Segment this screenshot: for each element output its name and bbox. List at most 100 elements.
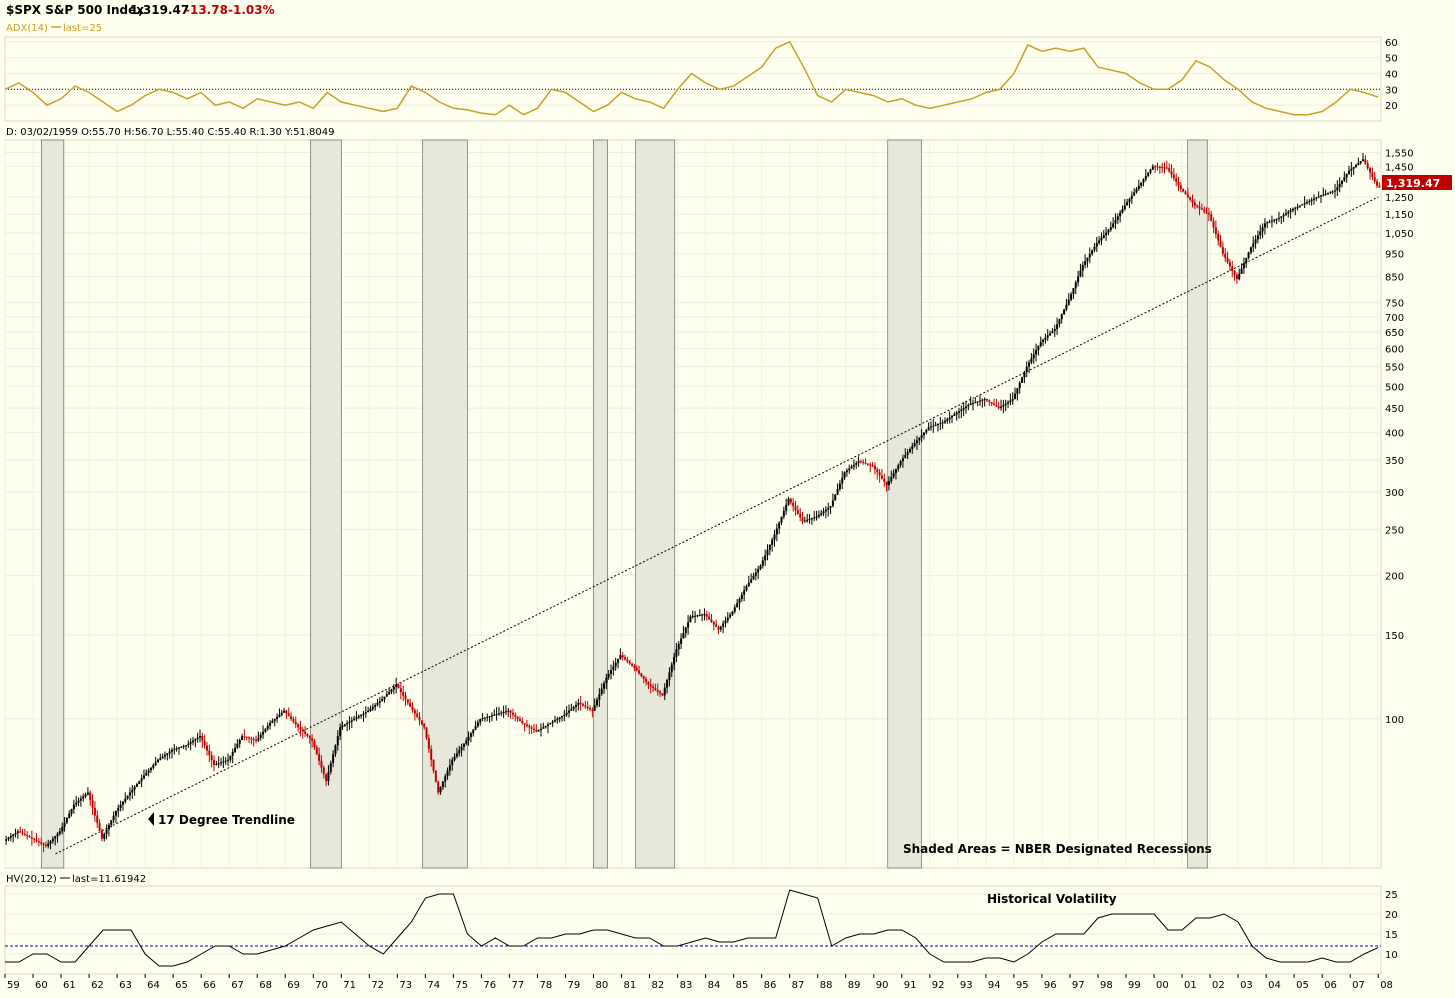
x-tick-label: 05 (1296, 980, 1309, 991)
x-tick-label: 92 (932, 980, 945, 991)
price-candle (645, 676, 648, 686)
price-candle (166, 753, 169, 761)
price-candle (308, 735, 311, 744)
price-candle (1102, 229, 1105, 239)
price-candle (507, 707, 510, 718)
price-candle (1084, 254, 1087, 269)
x-tick-label: 96 (1044, 980, 1057, 991)
price-candle (353, 715, 356, 721)
price-candle (986, 398, 989, 403)
price-candle (698, 609, 701, 617)
price-candle (439, 786, 442, 795)
price-candle (626, 656, 629, 664)
price-candle (1226, 251, 1229, 264)
price-candle (446, 767, 449, 780)
price-candle (738, 597, 741, 611)
hv-tick-label: 20 (1385, 910, 1398, 921)
price-candle (1212, 217, 1215, 234)
price-candle (717, 625, 720, 635)
price-change-pct: -1.03% (228, 3, 275, 17)
price-candle (259, 732, 262, 741)
price-candle (241, 733, 244, 741)
price-candle (276, 713, 279, 723)
price-candle (378, 696, 381, 708)
price-candle (79, 795, 82, 807)
price-candle (850, 464, 853, 469)
price-candle (124, 792, 127, 804)
price-candle (1235, 272, 1238, 284)
price-candle (1156, 162, 1159, 171)
price-candle (995, 398, 998, 407)
x-tick-label: 90 (876, 980, 889, 991)
price-candle (567, 704, 570, 718)
price-candle (395, 677, 398, 694)
price-candle (16, 829, 19, 839)
price-candle (1004, 399, 1007, 412)
price-candle (28, 834, 31, 838)
x-tick-label: 82 (652, 980, 665, 991)
price-candle (876, 467, 879, 480)
x-tick-label: 94 (988, 980, 1001, 991)
price-tick-label: 350 (1385, 456, 1404, 467)
price-candle (1177, 176, 1180, 191)
price-candle (925, 428, 928, 435)
x-tick-label: 00 (1156, 980, 1169, 991)
price-candle (885, 481, 888, 492)
price-candle (1128, 197, 1131, 209)
price-candle (624, 654, 627, 661)
price-candle (1238, 268, 1241, 281)
price-candle (607, 669, 610, 680)
price-candle (831, 493, 834, 508)
price-candle (175, 746, 178, 752)
price-candle (103, 832, 106, 842)
price-candle (586, 701, 589, 711)
price-candle (448, 758, 451, 776)
price-candle (1032, 348, 1035, 364)
price-candle (897, 463, 900, 472)
price-candle (558, 716, 561, 723)
price-candle (1333, 183, 1336, 199)
price-candle (663, 683, 666, 701)
price-candle (140, 774, 143, 788)
price-candle (600, 683, 603, 696)
price-candle (766, 544, 769, 561)
price-candle (810, 517, 813, 525)
price-candle (817, 510, 820, 519)
price-candle (1007, 400, 1010, 408)
price-candle (1355, 163, 1358, 169)
adx-series-line (4, 40, 1379, 116)
price-candle (976, 401, 979, 407)
price-candle (668, 667, 671, 687)
price-candle (1060, 313, 1063, 324)
price-candle (696, 614, 699, 618)
price-candle (1263, 218, 1266, 235)
recession-band (41, 139, 65, 869)
price-candle (1042, 338, 1045, 347)
price-candle (1014, 387, 1017, 400)
price-candle (1049, 330, 1052, 337)
price-candle (957, 407, 960, 419)
price-candle (1163, 162, 1166, 174)
price-candle (437, 780, 440, 795)
price-candle (495, 707, 498, 721)
price-candle (12, 833, 15, 843)
price-candle (1275, 218, 1278, 225)
price-candle (423, 722, 426, 730)
price-candle (848, 464, 851, 474)
price-candle (715, 619, 718, 628)
price-candle (257, 731, 260, 742)
price-candle (177, 747, 180, 755)
price-candle (1266, 221, 1269, 229)
price-tick-label: 100 (1385, 715, 1404, 726)
price-candle (402, 685, 405, 702)
price-candle (754, 568, 757, 581)
price-candle (1231, 260, 1234, 278)
price-candle (969, 396, 972, 406)
price-candle (941, 419, 944, 429)
price-candle (191, 736, 194, 746)
price-candle (610, 664, 613, 680)
price-candle (483, 717, 486, 722)
price-candle (1137, 179, 1140, 192)
price-candle (469, 731, 472, 743)
last-price: 1,319.47 (130, 3, 189, 17)
